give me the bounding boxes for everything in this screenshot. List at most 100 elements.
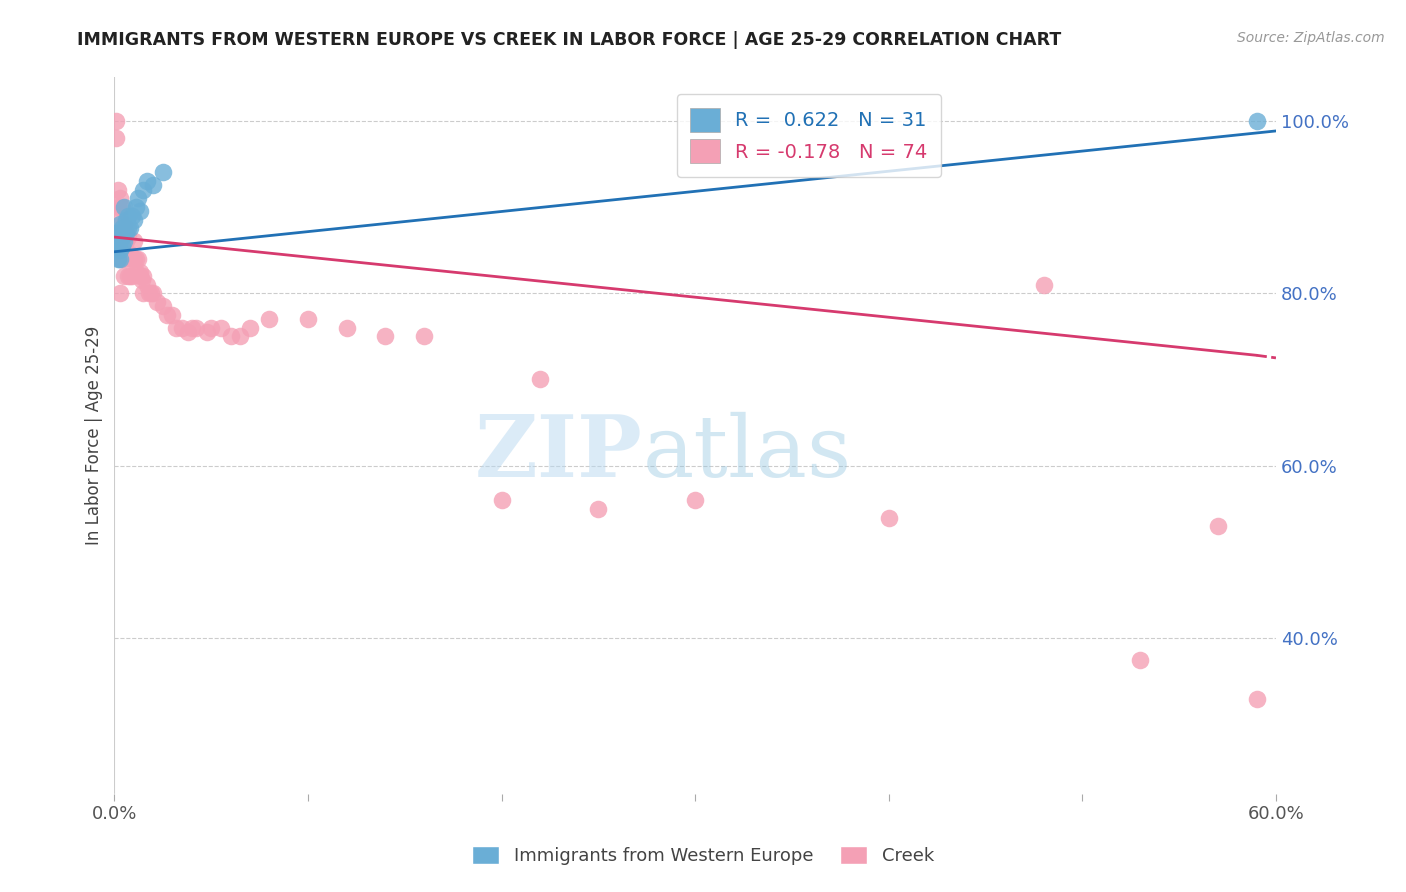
Point — [146, 294, 169, 309]
Point — [152, 299, 174, 313]
Point — [110, 191, 132, 205]
Point — [127, 252, 149, 266]
Text: atlas: atlas — [643, 412, 852, 495]
Text: IMMIGRANTS FROM WESTERN EUROPE VS CREEK IN LABOR FORCE | AGE 25-29 CORRELATION C: IMMIGRANTS FROM WESTERN EUROPE VS CREEK … — [77, 31, 1062, 49]
Point — [115, 226, 138, 240]
Point — [111, 252, 134, 266]
Point — [110, 226, 132, 240]
Point — [112, 226, 135, 240]
Point — [125, 264, 148, 278]
Point — [172, 320, 194, 334]
Point — [1206, 519, 1229, 533]
Point — [142, 178, 165, 193]
Point — [115, 235, 138, 249]
Text: Source: ZipAtlas.com: Source: ZipAtlas.com — [1237, 31, 1385, 45]
Point — [105, 238, 128, 252]
Point — [110, 238, 132, 252]
Point — [121, 209, 143, 223]
Point — [118, 268, 141, 283]
Point — [112, 268, 135, 283]
Point — [122, 235, 145, 249]
Point — [112, 243, 135, 257]
Text: ZIP: ZIP — [475, 411, 643, 495]
Point — [132, 183, 155, 197]
Point — [156, 308, 179, 322]
Point — [491, 493, 513, 508]
Point — [336, 320, 359, 334]
Point — [107, 200, 129, 214]
Point — [110, 286, 132, 301]
Point — [112, 200, 135, 214]
Point — [107, 226, 129, 240]
Point — [112, 235, 135, 249]
Point — [107, 235, 129, 249]
Point — [128, 264, 150, 278]
Point — [132, 286, 155, 301]
Point — [112, 230, 135, 244]
Point — [132, 268, 155, 283]
Point — [111, 200, 134, 214]
Point — [184, 320, 207, 334]
Point — [180, 320, 202, 334]
Point — [115, 212, 138, 227]
Point — [122, 252, 145, 266]
Point — [683, 493, 706, 508]
Point — [110, 252, 132, 266]
Point — [413, 329, 436, 343]
Point — [105, 226, 128, 240]
Y-axis label: In Labor Force | Age 25-29: In Labor Force | Age 25-29 — [86, 326, 103, 545]
Point — [111, 221, 134, 235]
Point — [229, 329, 252, 343]
Point — [138, 286, 160, 301]
Point — [127, 191, 149, 205]
Point — [125, 252, 148, 266]
Point — [1032, 277, 1054, 292]
Point — [128, 268, 150, 283]
Point — [117, 247, 139, 261]
Point — [117, 230, 139, 244]
Point — [105, 113, 128, 128]
Point — [142, 286, 165, 301]
Legend: Immigrants from Western Europe, Creek: Immigrants from Western Europe, Creek — [465, 838, 941, 872]
Point — [110, 235, 132, 249]
Point — [111, 221, 134, 235]
Legend: R =  0.622   N = 31, R = -0.178   N = 74: R = 0.622 N = 31, R = -0.178 N = 74 — [676, 95, 941, 177]
Point — [118, 247, 141, 261]
Point — [111, 235, 134, 249]
Point — [121, 252, 143, 266]
Point — [209, 320, 232, 334]
Point — [165, 320, 187, 334]
Point — [107, 226, 129, 240]
Point — [219, 329, 242, 343]
Point — [1246, 691, 1268, 706]
Point — [141, 286, 163, 301]
Point — [162, 308, 184, 322]
Point — [588, 502, 610, 516]
Point — [125, 200, 148, 214]
Point — [122, 212, 145, 227]
Point — [115, 252, 138, 266]
Point — [118, 221, 141, 235]
Point — [111, 238, 134, 252]
Point — [110, 217, 132, 231]
Point — [1129, 653, 1152, 667]
Point — [128, 204, 150, 219]
Point — [136, 174, 159, 188]
Point — [121, 268, 143, 283]
Point — [131, 273, 153, 287]
Point — [1246, 113, 1268, 128]
Point — [195, 325, 218, 339]
Point — [110, 226, 132, 240]
Point — [111, 230, 134, 244]
Point — [297, 312, 319, 326]
Point — [115, 221, 138, 235]
Point — [152, 165, 174, 179]
Point — [239, 320, 262, 334]
Point — [107, 238, 129, 252]
Point — [107, 183, 129, 197]
Point — [112, 217, 135, 231]
Point — [105, 131, 128, 145]
Point — [117, 268, 139, 283]
Point — [110, 252, 132, 266]
Point — [117, 221, 139, 235]
